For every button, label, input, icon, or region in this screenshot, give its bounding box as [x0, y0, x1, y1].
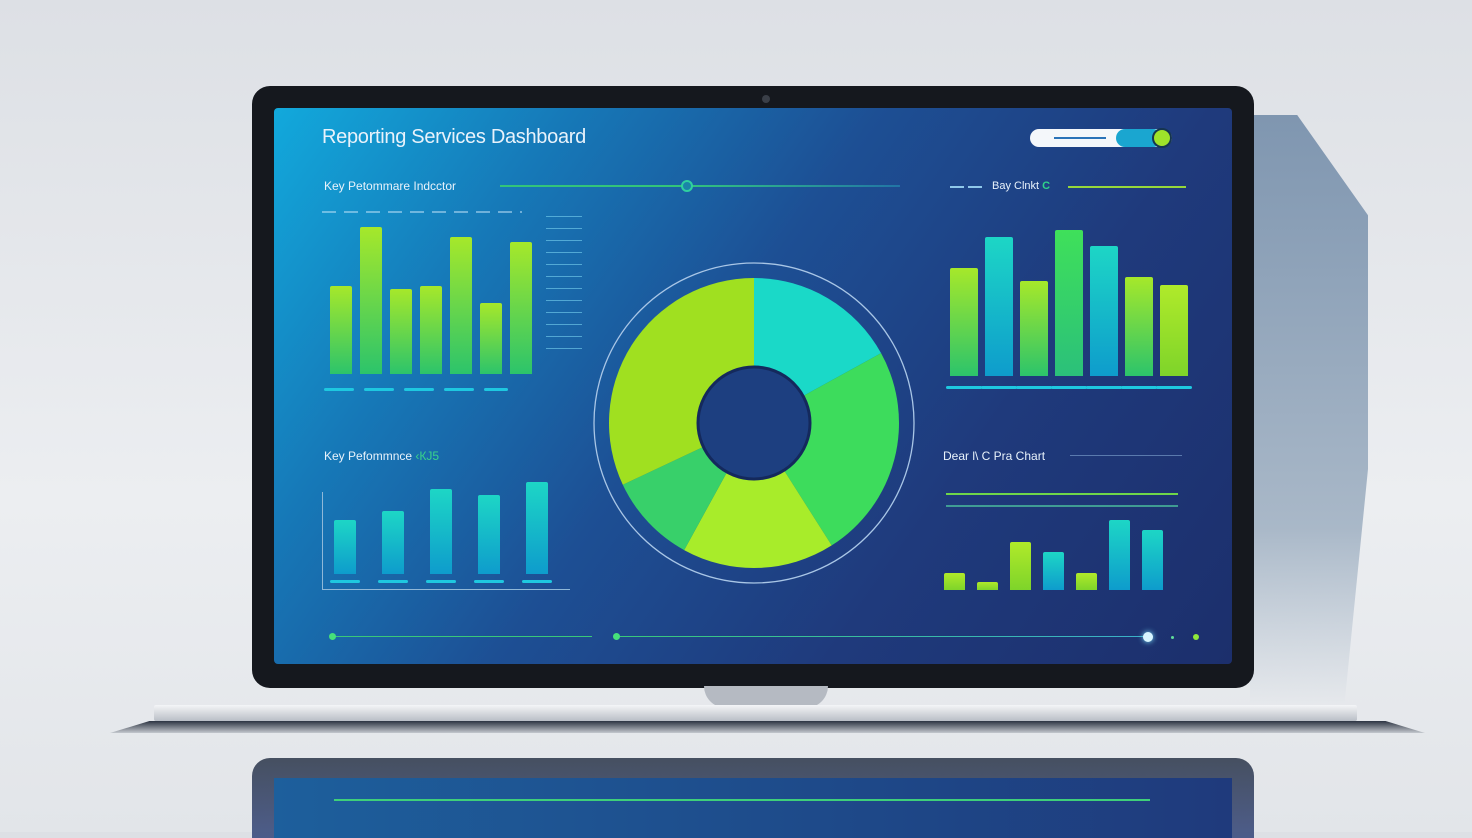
- bar: [510, 241, 532, 374]
- bar: [420, 285, 442, 374]
- bar: [1043, 551, 1064, 590]
- laptop-hinge: [704, 686, 828, 708]
- bar: [1142, 529, 1163, 590]
- legend-dots: [322, 211, 522, 213]
- donut-outer-ring: [593, 262, 915, 584]
- divider: [946, 505, 1178, 507]
- divider: [946, 493, 1178, 495]
- bar: [330, 285, 352, 374]
- bar: [526, 481, 548, 574]
- label-text: Key Pefommnce: [324, 449, 413, 463]
- bar-chart-right: [946, 226, 1192, 392]
- base-shadow: [110, 721, 1425, 733]
- x-tick-label: [324, 388, 354, 391]
- header-rule: [1070, 455, 1182, 456]
- x-tick-label: [1156, 386, 1192, 389]
- panel-label-kpis: Key Pefommnce ‹КЈ5: [324, 449, 439, 463]
- bar: [950, 267, 978, 376]
- x-tick-label: [474, 580, 504, 583]
- timeline-start-handle[interactable]: [329, 633, 336, 640]
- bar: [360, 227, 382, 374]
- kpi-slider-handle[interactable]: [681, 180, 693, 192]
- reflection-slider: [334, 799, 1150, 801]
- bar: [334, 520, 356, 574]
- x-tick-label: [1121, 386, 1157, 389]
- x-tick-label: [1016, 386, 1052, 389]
- donut-chart: [593, 262, 915, 584]
- timeline-track[interactable]: [616, 636, 1146, 637]
- kpi-slider-track[interactable]: [500, 185, 900, 187]
- camera-icon: [762, 95, 770, 103]
- x-axis: [322, 589, 570, 590]
- x-tick-label: [981, 386, 1017, 389]
- toggle-knob-icon: [1152, 128, 1172, 148]
- label-suffix: ‹КЈ5: [415, 449, 440, 463]
- donut-slice: [754, 353, 899, 546]
- x-tick-label: [1051, 386, 1087, 389]
- laptop-shadow: [1250, 115, 1368, 705]
- bar: [480, 303, 502, 374]
- bar: [478, 495, 500, 574]
- x-tick-label: [522, 580, 552, 583]
- dot: [1171, 636, 1174, 639]
- label-text: Bay Clnkt: [992, 180, 1040, 192]
- x-tick-label: [484, 388, 508, 391]
- bar: [1160, 285, 1188, 376]
- donut-slice: [684, 423, 832, 568]
- bar: [977, 582, 998, 590]
- bar: [1055, 230, 1083, 376]
- toggle-switch[interactable]: [1030, 128, 1172, 148]
- bar: [1090, 246, 1118, 376]
- bar: [1020, 281, 1048, 376]
- dashboard-screen: Reporting Services Dashboard Key Petomma…: [274, 108, 1232, 664]
- x-tick-label: [330, 580, 360, 583]
- y-axis: [322, 492, 323, 590]
- timeline-handle[interactable]: [613, 633, 620, 640]
- bar-chart-kpi: [324, 218, 540, 391]
- bar: [1125, 276, 1153, 376]
- x-tick-label: [444, 388, 474, 391]
- bar: [944, 573, 965, 590]
- panel-label-pie-chart: Dear l\ C Pra Chart: [943, 449, 1046, 463]
- x-tick-label: [426, 580, 456, 583]
- bar: [985, 237, 1013, 376]
- bar: [430, 489, 452, 574]
- x-tick-label: [404, 388, 434, 391]
- panel-label-kpi: Key Petommare Indcctor: [324, 179, 457, 193]
- bar: [1010, 542, 1031, 590]
- laptop-base: [154, 705, 1357, 721]
- bar: [450, 237, 472, 374]
- y-axis-ticks: [546, 216, 582, 356]
- donut-hole: [696, 365, 812, 481]
- x-tick-label: [1086, 386, 1122, 389]
- header-rule: [1068, 186, 1186, 188]
- x-tick-label: [364, 388, 394, 391]
- screen-reflection: [274, 778, 1232, 838]
- page-title: Reporting Services Dashboard: [322, 126, 586, 148]
- bar: [1076, 572, 1097, 590]
- x-tick-label: [946, 386, 982, 389]
- panel-label-bar-chart: Bay Clnkt C: [992, 180, 1050, 192]
- bar-chart-mixed: [944, 518, 1180, 590]
- bar: [390, 288, 412, 374]
- bar: [382, 511, 404, 574]
- x-tick-label: [378, 580, 408, 583]
- legend-dash: [950, 186, 986, 188]
- bar: [1109, 520, 1130, 590]
- bar-chart-kpis: [330, 481, 564, 590]
- timeline-end-handle[interactable]: [1143, 632, 1153, 642]
- status-dot: [1193, 634, 1199, 640]
- refresh-icon[interactable]: C: [1042, 180, 1051, 192]
- timeline-track-left[interactable]: [332, 636, 592, 637]
